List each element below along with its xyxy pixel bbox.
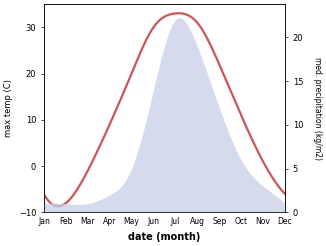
X-axis label: date (month): date (month) bbox=[128, 232, 200, 242]
Y-axis label: max temp (C): max temp (C) bbox=[4, 79, 13, 137]
Y-axis label: med. precipitation (kg/m2): med. precipitation (kg/m2) bbox=[313, 57, 322, 160]
